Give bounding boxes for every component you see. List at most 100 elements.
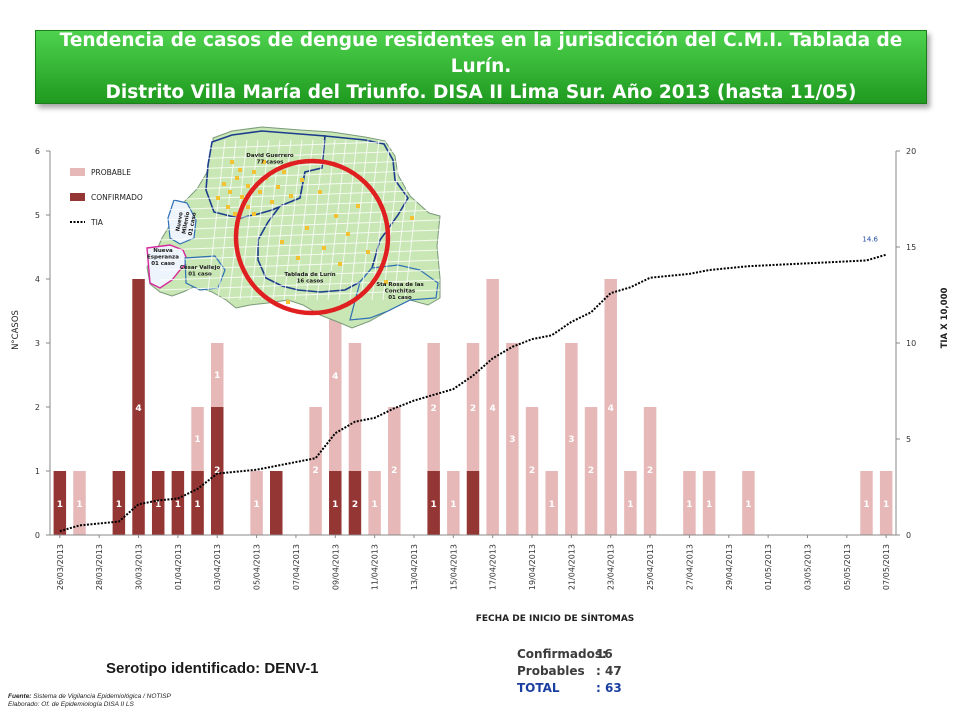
bar-label-6: 1 xyxy=(194,500,200,510)
bar-probable-25 xyxy=(545,471,558,535)
case-marker-26 xyxy=(366,250,370,254)
bar-label-27: 4 xyxy=(608,404,614,414)
right-tick-label-1: 5 xyxy=(906,435,911,444)
source-label: Fuente: xyxy=(8,693,32,700)
x-tick-label-14: 23/04/2013 xyxy=(607,544,616,590)
case-marker-8 xyxy=(258,190,262,194)
bar-label-3: 4 xyxy=(135,404,141,414)
street-h xyxy=(159,289,441,301)
bar-label-24: 1 xyxy=(549,500,555,510)
map-label-line: 01 caso xyxy=(388,295,412,301)
bar-confirmado-14 xyxy=(329,471,342,535)
map-label-david-guerrero: David Guerrero 77 casos xyxy=(246,153,294,166)
x-tick-label-9: 13/04/2013 xyxy=(410,544,419,590)
x-tick-label-1: 28/03/2013 xyxy=(95,544,104,590)
left-tick-label-6: 6 xyxy=(35,147,40,156)
bar-label-8: 2 xyxy=(214,466,220,476)
legend-swatch-confirmado xyxy=(70,193,85,201)
x-tick-label-16: 27/04/2013 xyxy=(685,544,694,590)
bar-confirmado-21 xyxy=(466,471,480,535)
source-line: Fuente: Sistema de Vigilancia Epidemioló… xyxy=(8,693,171,701)
bar-probable-27 xyxy=(584,407,598,535)
bar-label-0: 1 xyxy=(57,500,63,510)
map-label-nuevo-milenio: NuevoMilenio01 caso xyxy=(175,209,198,236)
map-label-line: 01 caso xyxy=(188,212,198,236)
source-note: Fuente: Sistema de Vigilancia Epidemioló… xyxy=(8,693,171,709)
prepared-line: Elaborado: Of. de Epidemiología DISA II … xyxy=(8,701,171,709)
bar-probable-21 xyxy=(466,343,480,471)
tia-line xyxy=(59,253,887,533)
map-label-line: 16 casos xyxy=(297,279,325,285)
map-label-line: Conchitas xyxy=(385,289,416,295)
confirmed-label: Confirmados: xyxy=(517,647,607,661)
street-h xyxy=(159,199,441,211)
bar-probable-14 xyxy=(329,279,342,471)
bar-label-22: 3 xyxy=(509,435,515,445)
street-h xyxy=(159,229,441,241)
bar-confirmado-19 xyxy=(427,471,440,535)
case-marker-13 xyxy=(276,185,280,189)
street-v xyxy=(316,139,336,301)
bar-confirmado-15 xyxy=(348,471,362,535)
case-marker-27 xyxy=(338,262,342,266)
left-tick-label-1: 1 xyxy=(35,467,40,476)
confirmed-value: 16 xyxy=(596,647,613,661)
map-label-line: 01 caso xyxy=(188,272,212,278)
prepared-text: Of. de Epidemiología DISA II LS xyxy=(41,701,134,708)
bar-label-34: 1 xyxy=(883,500,889,510)
street-v xyxy=(217,139,237,301)
bar-probable-33 xyxy=(702,471,716,535)
bar-label-7: 1 xyxy=(194,435,200,445)
street-v xyxy=(382,139,402,301)
bar-probable-7 xyxy=(191,407,204,471)
case-marker-16 xyxy=(230,160,234,164)
street-v xyxy=(305,139,325,301)
total-row: TOTAL: 63 xyxy=(517,680,622,697)
case-marker-17 xyxy=(216,196,220,200)
confirmed-row: Confirmados: 16 xyxy=(517,646,622,663)
bar-confirmado-4 xyxy=(132,279,145,535)
bar-confirmado-6 xyxy=(171,471,185,535)
case-marker-12 xyxy=(238,168,242,172)
case-marker-2 xyxy=(235,176,239,180)
street-h xyxy=(159,219,441,231)
case-totals: Confirmados: 16 Probables: 47 TOTAL: 63 xyxy=(517,646,622,697)
case-marker-30 xyxy=(280,240,284,244)
bar-label-20: 2 xyxy=(470,404,476,414)
bar-probable-16 xyxy=(368,471,381,535)
bar-probable-30 xyxy=(643,407,657,535)
bar-label-4: 1 xyxy=(155,500,161,510)
bar-probable-8 xyxy=(210,343,224,407)
map-label-line: David Guerrero xyxy=(246,153,294,159)
street-v xyxy=(294,139,314,301)
case-marker-7 xyxy=(252,170,256,174)
bar-probable-22 xyxy=(486,279,499,535)
map-label-tablada: Tablada de Lurín 16 casos xyxy=(284,271,335,285)
bar-label-23: 2 xyxy=(529,466,535,476)
serotype-note: Serotipo identificado: DENV-1 xyxy=(106,660,319,677)
case-marker-14 xyxy=(252,212,256,216)
case-marker-11 xyxy=(246,205,250,209)
case-marker-18 xyxy=(289,194,293,198)
street-v xyxy=(371,139,391,301)
y-right-title: TIA X 10,000 xyxy=(940,288,950,349)
bar-probable-32 xyxy=(683,471,696,535)
title-banner: Tendencia de casos de dengue residentes … xyxy=(35,30,927,104)
left-tick-label-2: 2 xyxy=(35,403,40,412)
x-tick-label-7: 09/04/2013 xyxy=(331,544,340,590)
case-marker-23 xyxy=(346,232,350,236)
bar-label-33: 1 xyxy=(863,500,869,510)
bar-label-26: 2 xyxy=(588,466,594,476)
map-label-nueva-esperanza: Nueva Esperanza 01 caso xyxy=(147,248,179,267)
x-tick-label-17: 29/04/2013 xyxy=(725,544,734,590)
street-h xyxy=(159,179,441,191)
map-label-line: César Vallejo xyxy=(180,264,220,271)
bar-probable-23 xyxy=(506,343,519,535)
street-h xyxy=(159,249,441,261)
case-marker-22 xyxy=(334,214,338,218)
case-marker-32 xyxy=(384,280,388,284)
right-tick-label-2: 10 xyxy=(906,339,916,348)
case-marker-29 xyxy=(296,256,300,260)
bar-confirmado-0 xyxy=(53,471,67,535)
street-h xyxy=(159,209,441,221)
